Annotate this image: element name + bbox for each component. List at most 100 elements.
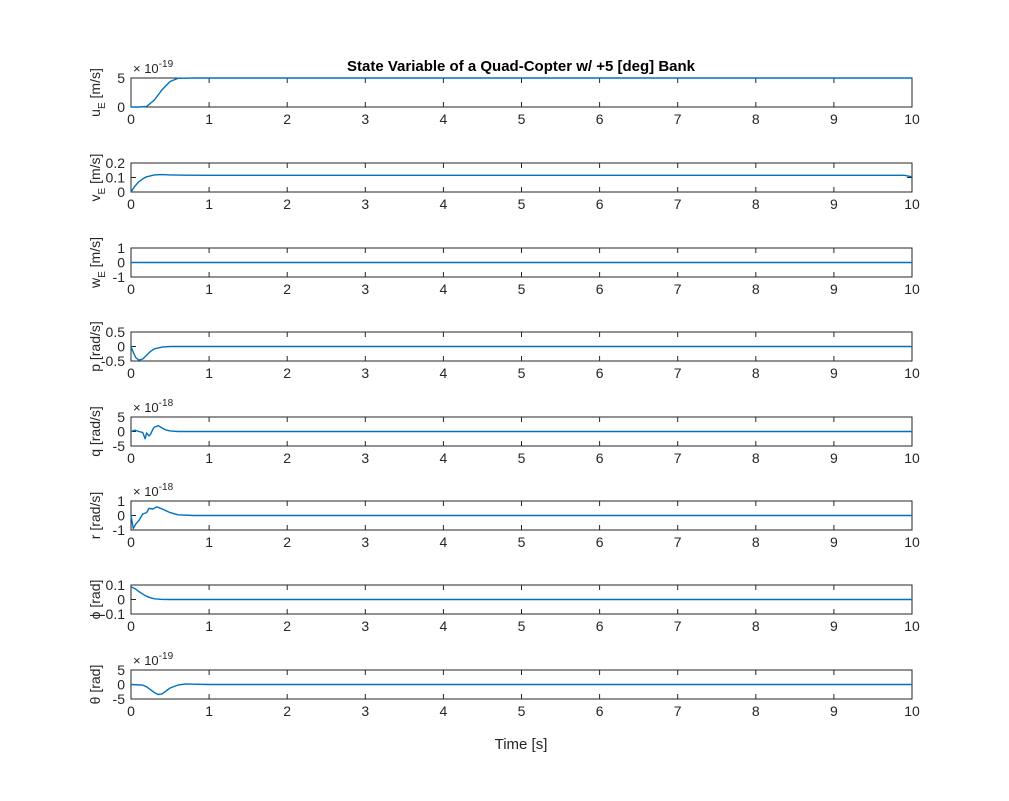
x-tick-label: 7 (674, 365, 682, 381)
y-tick-label: 5 (117, 70, 125, 86)
y-tick-label: 0 (117, 184, 125, 200)
x-tick-label: 2 (283, 450, 291, 466)
y-tick-label: -0.5 (101, 353, 125, 369)
y-tick-label: 0 (117, 677, 125, 693)
y-tick-label: 0 (117, 508, 125, 524)
x-tick-label: 10 (904, 534, 920, 550)
y-tick-label: 0.2 (106, 155, 126, 171)
y-tick-label: 0.5 (106, 324, 126, 340)
x-tick-label: 9 (830, 618, 838, 634)
y-tick-label: -1 (113, 522, 126, 538)
series-line (131, 77, 912, 108)
x-tick-label: 7 (674, 703, 682, 719)
x-tick-label: 7 (674, 534, 682, 550)
subplot-2: 0 1 2 3 4 5 6 7 8 9 10 00.10.2vE [m/s] (87, 154, 920, 212)
y-exponent-label: × 10-18 (133, 398, 174, 415)
x-tick-label: 6 (596, 703, 604, 719)
x-tick-label: 2 (283, 703, 291, 719)
x-tick-label: 1 (205, 365, 213, 381)
x-tick-label: 5 (518, 365, 526, 381)
x-tick-label: 8 (752, 618, 760, 634)
x-tick-label: 1 (205, 196, 213, 212)
series-line (130, 425, 912, 440)
x-tick-label: 9 (830, 703, 838, 719)
x-tick-label: 6 (596, 618, 604, 634)
x-tick-label: 5 (518, 111, 526, 127)
x-tick-label: 4 (440, 196, 448, 212)
y-axis-label: p [rad/s] (87, 321, 103, 372)
x-tick-label: 6 (596, 111, 604, 127)
y-tick-label: 0 (117, 255, 125, 271)
y-tick-label: -5 (113, 691, 126, 707)
y-axis-label: ϕ [rad] (87, 580, 103, 620)
x-tick-label: 1 (205, 281, 213, 297)
y-tick-label: -0.1 (101, 606, 125, 622)
x-tick-label: 5 (518, 450, 526, 466)
x-tick-label: 8 (752, 281, 760, 297)
x-tick-label: 0 (127, 111, 135, 127)
x-tick-label: 4 (440, 365, 448, 381)
y-tick-label: 1 (117, 493, 125, 509)
x-tick-label: 3 (361, 450, 369, 466)
y-tick-label: 1 (117, 240, 125, 256)
x-tick-label: 3 (361, 196, 369, 212)
y-exponent-label: × 10-19 (133, 59, 174, 76)
x-tick-label: 9 (830, 196, 838, 212)
y-axis-label: vE [m/s] (87, 154, 108, 202)
y-tick-label: 5 (117, 409, 125, 425)
x-tick-label: 2 (283, 618, 291, 634)
series-line (130, 173, 913, 193)
subplot-1: 0 1 2 3 4 5 6 7 8 9 10 0 5 × 10-19 uE [m/s] (87, 59, 920, 127)
x-tick-label: 6 (596, 196, 604, 212)
x-tick-label: 7 (674, 196, 682, 212)
subplot-6: 0 1 2 3 4 5 6 7 8 9 10-101× 10-18r [rad/s] (87, 482, 920, 550)
x-tick-label: 10 (904, 196, 920, 212)
x-tick-label: 2 (283, 534, 291, 550)
x-tick-label: 5 (518, 281, 526, 297)
x-tick-label: 5 (518, 534, 526, 550)
y-axis-label: wE [m/s] (87, 237, 108, 289)
y-tick-label: -1 (113, 269, 126, 285)
x-tick-label: 2 (283, 365, 291, 381)
x-tick-label: 0 (127, 281, 135, 297)
x-tick-label: 3 (361, 111, 369, 127)
x-tick-label: 1 (205, 703, 213, 719)
subplot-8: 0 1 2 3 4 5 6 7 8 9 10-505× 10-19θ [rad] (87, 651, 920, 719)
x-tick-label: 6 (596, 365, 604, 381)
series-line (130, 586, 912, 601)
subplot-5: 0 1 2 3 4 5 6 7 8 9 10-505× 10-18q [rad/s] (87, 398, 920, 466)
x-tick-label: 3 (361, 365, 369, 381)
x-tick-label: 0 (127, 703, 135, 719)
chart-title: State Variable of a Quad-Copter w/ +5 [d… (347, 58, 696, 75)
x-tick-label: 1 (205, 450, 213, 466)
x-tick-label: 2 (283, 111, 291, 127)
x-tick-label: 5 (518, 196, 526, 212)
y-tick-label: 0.1 (106, 577, 126, 593)
y-axis-label: q [rad/s] (87, 406, 103, 457)
y-axis-label: θ [rad] (87, 665, 103, 705)
x-tick-label: 6 (596, 450, 604, 466)
x-tick-label: 4 (440, 450, 448, 466)
x-tick-label: 9 (830, 365, 838, 381)
y-tick-label: 0.1 (106, 170, 126, 186)
x-tick-label: 10 (904, 281, 920, 297)
y-tick-label: 0 (117, 99, 125, 115)
subplot-4: 0 1 2 3 4 5 6 7 8 9 10-0.500.5p [rad/s] (87, 321, 920, 381)
x-tick-label: 0 (127, 618, 135, 634)
x-tick-label: 4 (440, 111, 448, 127)
y-tick-label: 0 (117, 424, 125, 440)
x-tick-label: 7 (674, 450, 682, 466)
x-tick-label: 0 (127, 534, 135, 550)
x-axis-label: Time [s] (495, 736, 548, 753)
y-tick-label: -5 (113, 438, 126, 454)
x-tick-label: 4 (440, 281, 448, 297)
x-tick-label: 6 (596, 281, 604, 297)
x-tick-label: 9 (830, 534, 838, 550)
x-tick-label: 0 (127, 365, 135, 381)
x-tick-label: 10 (904, 365, 920, 381)
x-tick-label: 4 (440, 618, 448, 634)
x-tick-label: 3 (361, 281, 369, 297)
